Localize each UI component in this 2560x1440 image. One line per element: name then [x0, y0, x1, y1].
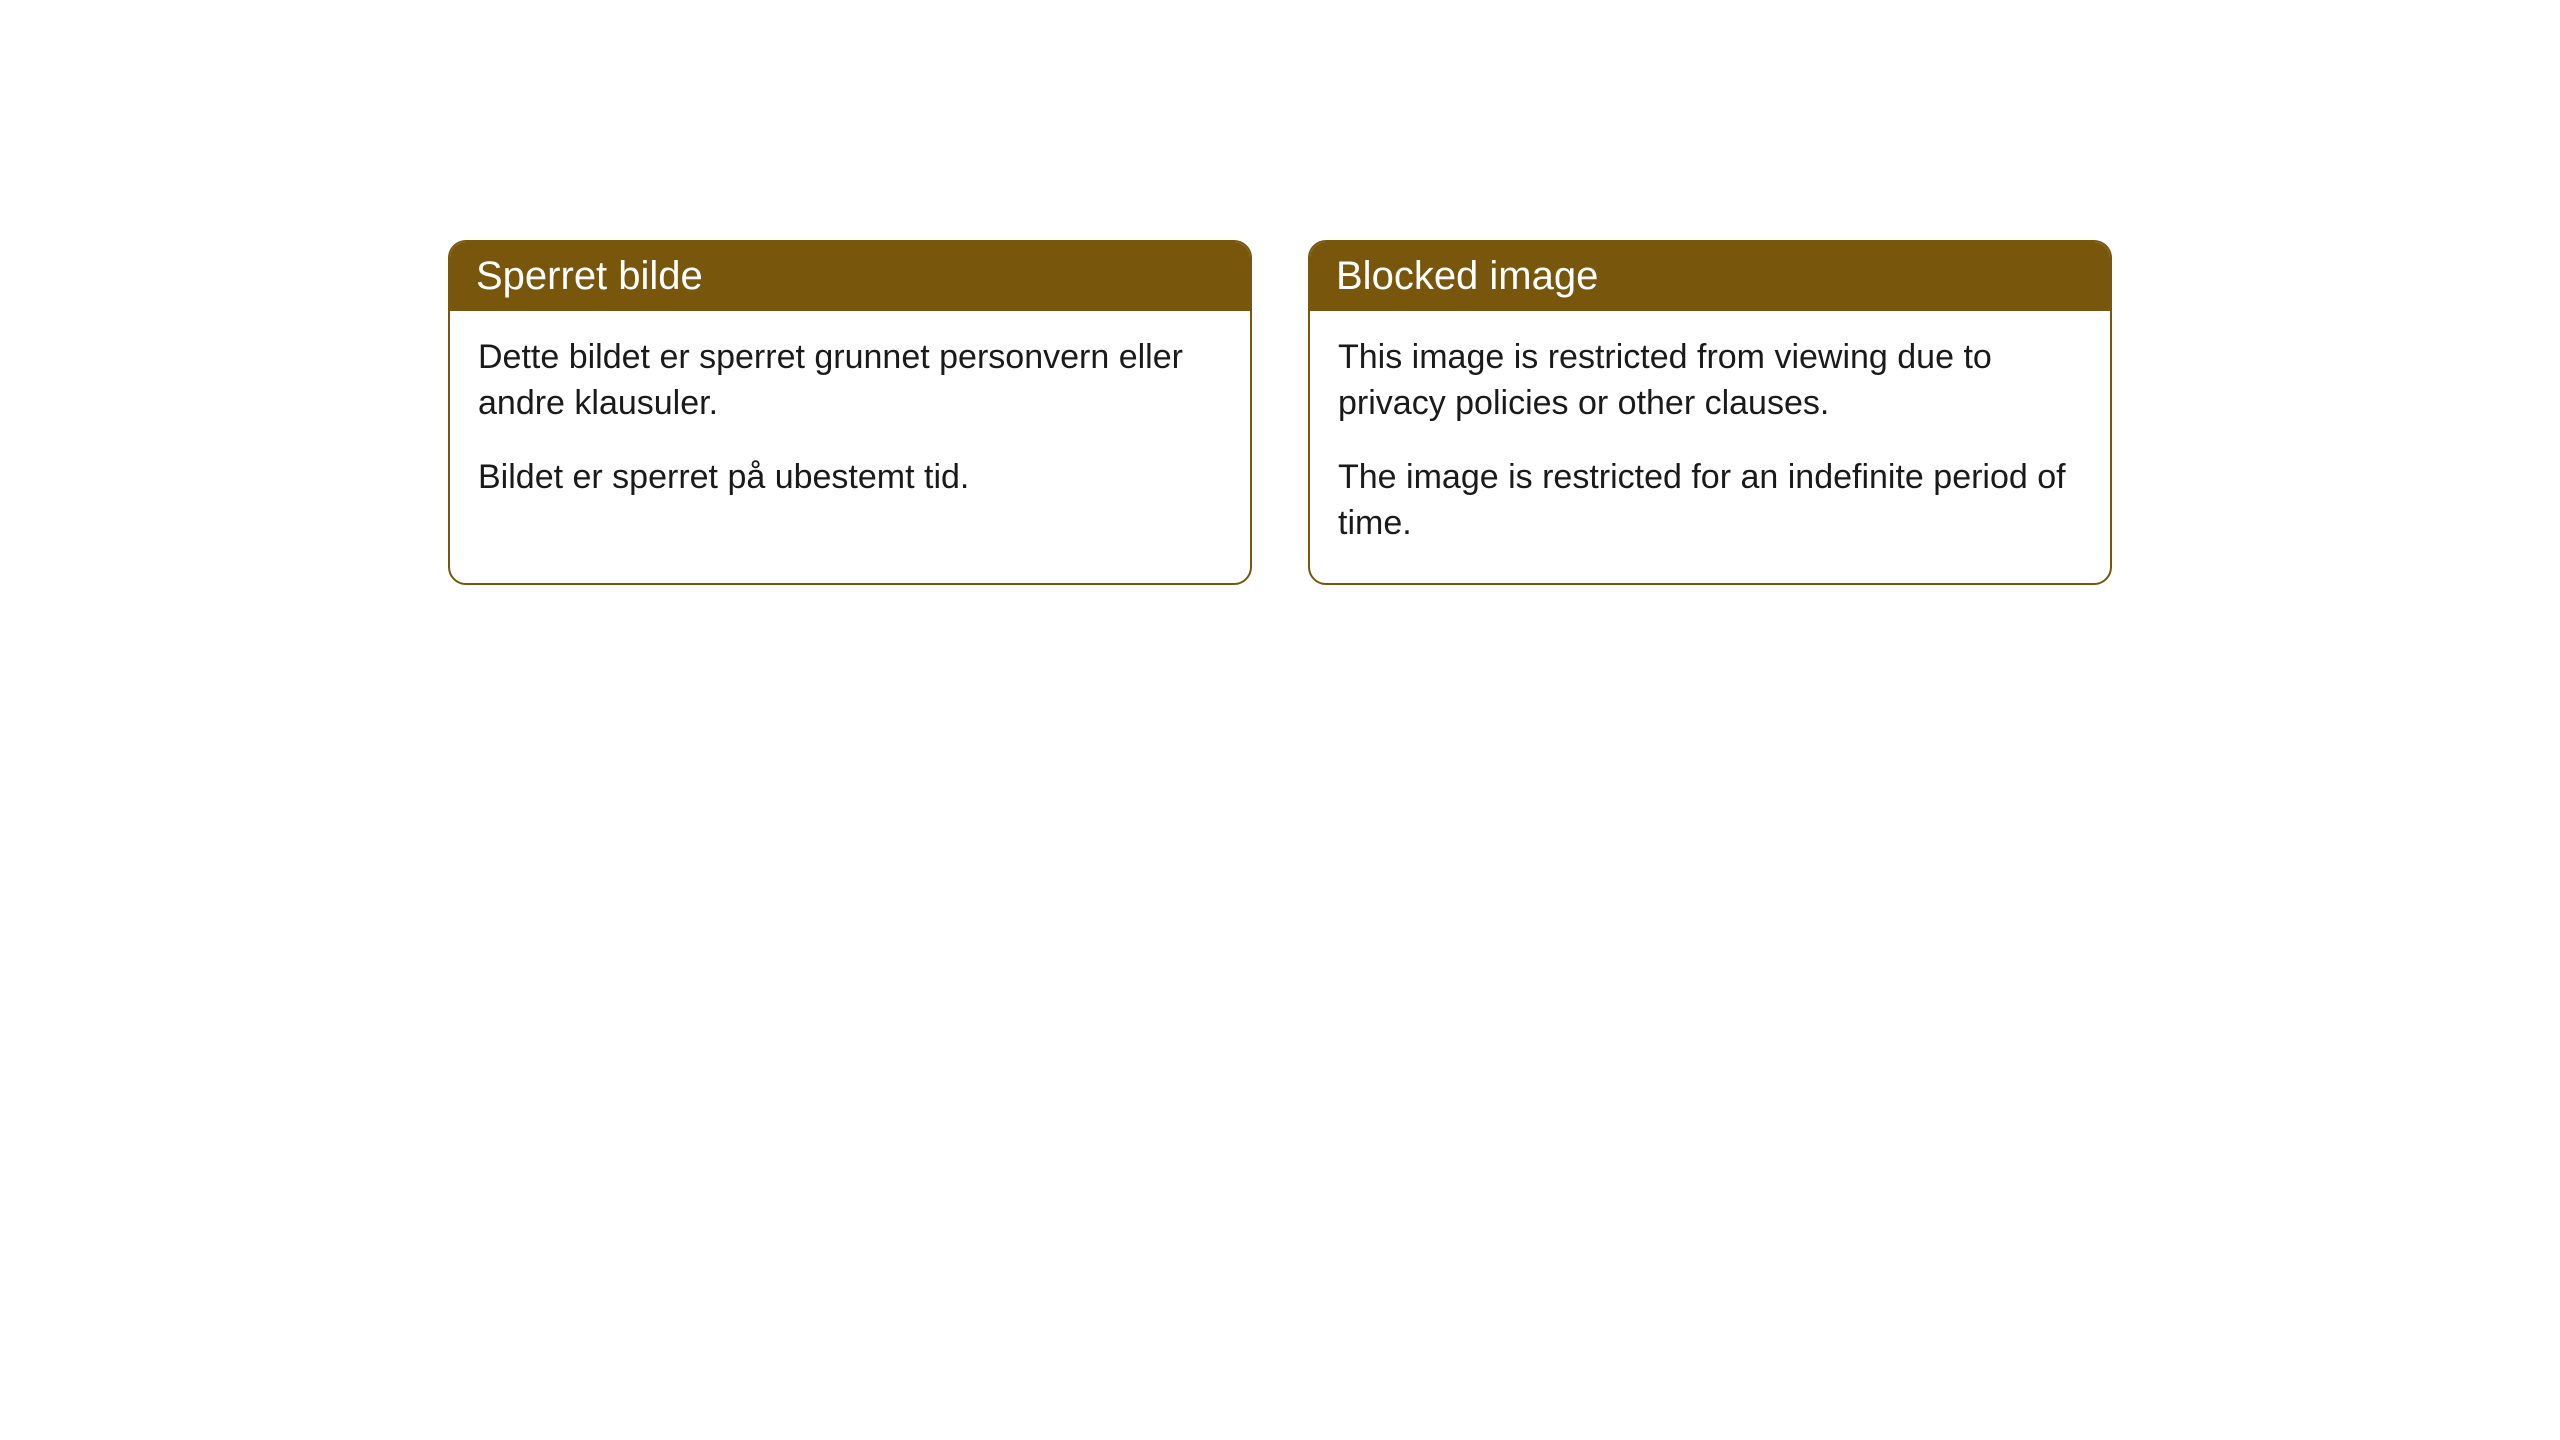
card-body: This image is restricted from viewing du…: [1310, 311, 2110, 583]
card-paragraph: The image is restricted for an indefinit…: [1338, 455, 2082, 547]
card-body: Dette bildet er sperret grunnet personve…: [450, 311, 1250, 537]
card-title: Sperret bilde: [450, 242, 1250, 311]
card-paragraph: This image is restricted from viewing du…: [1338, 335, 2082, 427]
notice-cards-container: Sperret bilde Dette bildet er sperret gr…: [0, 0, 2560, 585]
notice-card-english: Blocked image This image is restricted f…: [1308, 240, 2112, 585]
notice-card-norwegian: Sperret bilde Dette bildet er sperret gr…: [448, 240, 1252, 585]
card-paragraph: Bildet er sperret på ubestemt tid.: [478, 455, 1222, 501]
card-paragraph: Dette bildet er sperret grunnet personve…: [478, 335, 1222, 427]
card-title: Blocked image: [1310, 242, 2110, 311]
